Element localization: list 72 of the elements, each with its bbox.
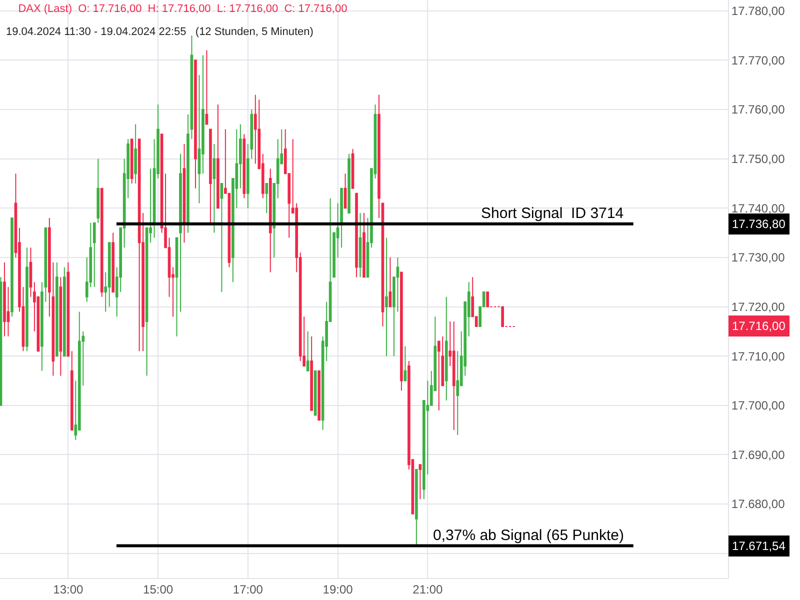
ref-line-label: 0,37% ab Signal (65 Punkte) <box>433 527 624 544</box>
candlestick <box>108 242 111 308</box>
text: 19.04.2024 11:30 - 19.04.2024 22:55 (12 Stunden, 5 Minuten) <box>6 26 314 38</box>
candlestick <box>212 144 216 234</box>
text: 17.671,54 <box>732 539 786 553</box>
candlestick <box>355 192 358 278</box>
candlestick <box>310 336 313 411</box>
candlestick <box>348 153 350 214</box>
candlestick <box>318 370 320 421</box>
x-tick-label: 15:00 <box>143 582 174 596</box>
candlestick <box>268 168 272 273</box>
candlestick <box>437 340 440 411</box>
candlestick <box>486 291 489 308</box>
candlestick <box>400 272 403 392</box>
candlestick <box>358 212 362 278</box>
x-tick-label: 13:00 <box>53 582 84 596</box>
y-tick-label: 17.680,00 <box>731 497 786 512</box>
candlestick <box>56 262 58 357</box>
candlestick <box>209 128 212 224</box>
y-tick-label: 17.720,00 <box>731 300 786 314</box>
candlestick <box>112 232 115 292</box>
y-tick-label: 17.750,00 <box>731 152 786 166</box>
candlestick <box>216 104 220 209</box>
candlestick <box>404 346 407 382</box>
candlestick <box>444 296 448 401</box>
candlestick <box>385 237 388 357</box>
candlestick <box>0 276 2 406</box>
candlestick <box>265 182 268 214</box>
candlestick <box>62 266 66 357</box>
candlestick <box>362 212 366 278</box>
candlestick <box>100 188 104 298</box>
x-tick-label: 21:00 <box>412 582 443 596</box>
candlestick <box>351 148 354 189</box>
y-tick-label: 17.780,00 <box>731 4 786 18</box>
candlestick <box>242 134 246 199</box>
ref-line-label: Short Signal ID 3714 <box>481 205 624 222</box>
candlestick <box>70 350 74 431</box>
candlestick <box>418 464 422 500</box>
chart-title: DAX (Last) O: 17.716,00 H: 17.716,00 L: 17.716,00 C: 17.716,00 <box>18 2 348 15</box>
candlestick <box>220 182 224 292</box>
candlestick <box>3 262 6 337</box>
candlestick <box>26 247 28 352</box>
candlestick <box>388 256 392 308</box>
candlestick <box>130 138 134 184</box>
candlestick <box>134 124 137 184</box>
candlestick <box>29 247 32 298</box>
y-tick-label: 17.730,00 <box>731 250 786 265</box>
x-tick-label: 19:00 <box>322 582 354 596</box>
candlestick <box>344 173 347 209</box>
candlestick <box>10 217 14 318</box>
candlestick <box>175 237 178 337</box>
text: 17.736,80 <box>732 217 786 231</box>
y-tick-label: 17.710,00 <box>731 349 786 364</box>
candlestick <box>59 276 62 376</box>
candlestick <box>138 138 141 352</box>
y-tick-label: 17.770,00 <box>731 53 786 68</box>
candlestick <box>452 321 456 431</box>
y-tick-label: 17.690,00 <box>731 448 786 462</box>
candlestick <box>194 60 197 189</box>
candlestick <box>205 50 208 125</box>
candlestick <box>306 330 310 372</box>
candlestick <box>66 262 70 357</box>
y-tick-label: 17.760,00 <box>731 102 786 117</box>
text: 17.716,00 <box>732 319 786 333</box>
candlestick <box>179 153 182 312</box>
y-tick-label: 17.740,00 <box>731 201 786 216</box>
candlestick <box>182 144 186 244</box>
candlestick <box>415 469 418 546</box>
x-tick-label: 17:00 <box>232 582 264 596</box>
candlestick <box>378 94 380 218</box>
y-tick-label: 17.700,00 <box>731 398 786 413</box>
candlestick <box>501 306 504 327</box>
